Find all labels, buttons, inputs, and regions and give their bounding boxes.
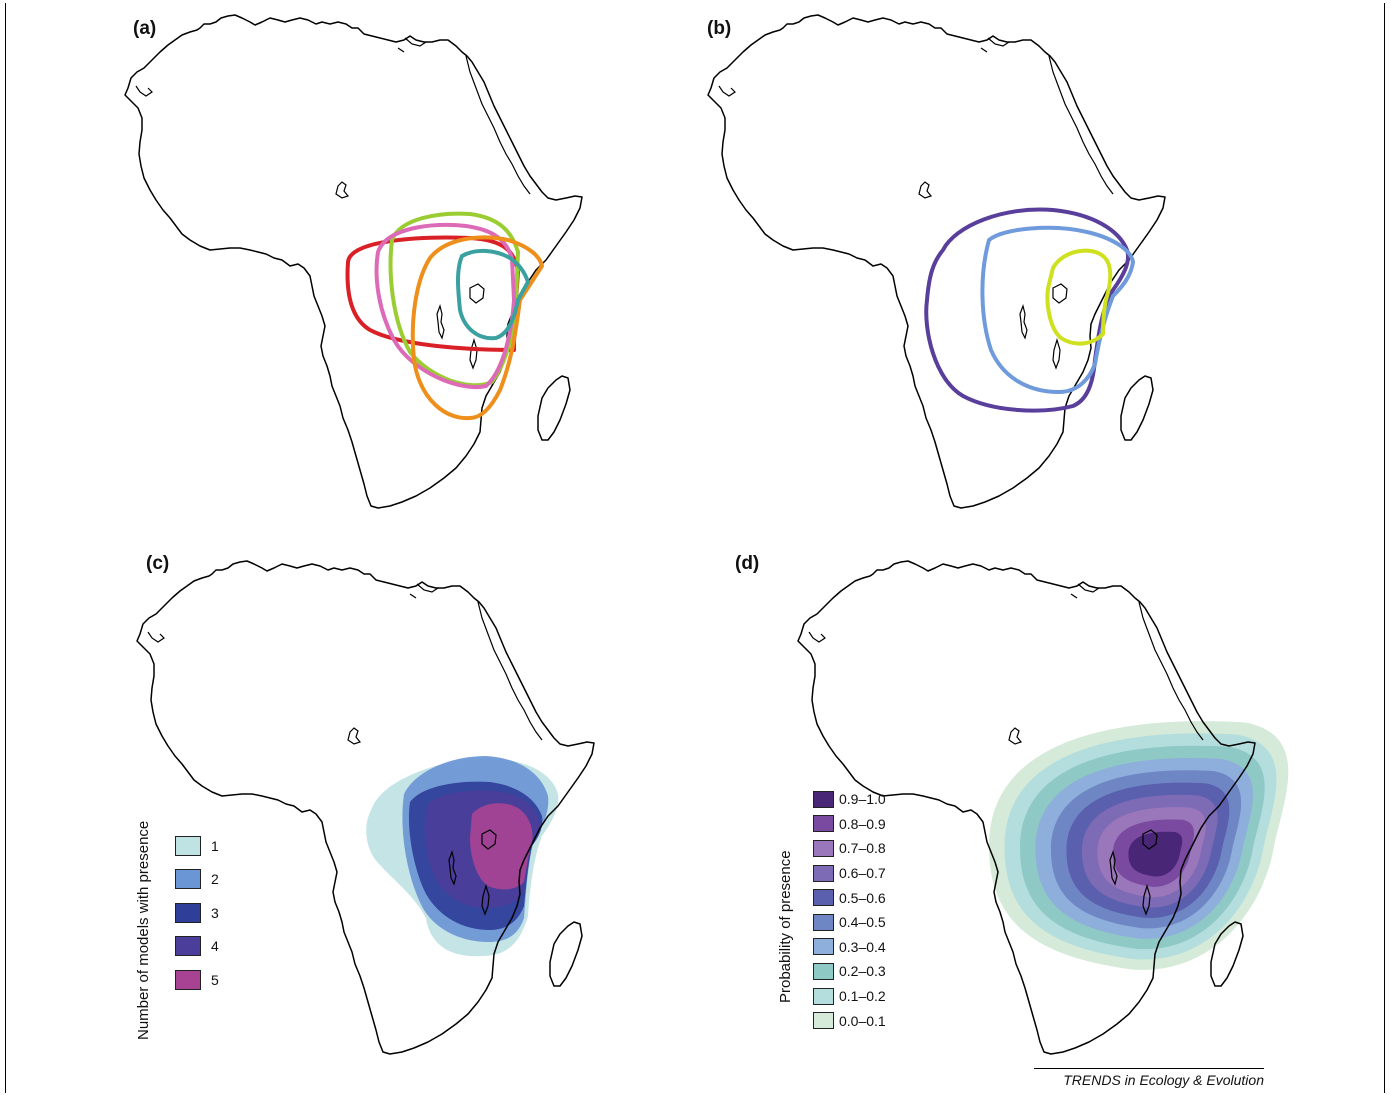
legend-d-item: 0.9–1.0 — [813, 787, 886, 812]
panel-d-map — [798, 561, 1289, 1054]
panel-b-model-outlines — [924, 207, 1135, 413]
figure-frame — [5, 3, 1385, 1093]
legend-c-label: 2 — [211, 871, 219, 888]
legend-c-item: 4 — [175, 930, 219, 964]
legend-c-item: 3 — [175, 896, 219, 930]
legend-d-label: 0.2–0.3 — [839, 963, 886, 980]
legend-c-label: 1 — [211, 837, 219, 854]
legend-d-swatch — [813, 1012, 834, 1030]
legend-d-label: 0.0–0.1 — [839, 1012, 886, 1029]
panel-a-model-outline — [410, 235, 544, 421]
legend-c-item: 5 — [175, 963, 219, 997]
legend-d-swatch — [813, 790, 834, 808]
panel-c-map — [137, 561, 594, 1054]
legend-d-swatch — [813, 987, 834, 1005]
legend-d-item: 0.8–0.9 — [813, 812, 886, 837]
panel-d-probability-area — [1128, 831, 1183, 877]
legend-c-swatch — [175, 835, 201, 856]
legend-d-label: 0.8–0.9 — [839, 815, 886, 832]
legend-d-item: 0.1–0.2 — [813, 984, 886, 1009]
legend-c-item: 2 — [175, 863, 219, 897]
legend-d-label: 0.9–1.0 — [839, 791, 886, 808]
legend-c-label: 4 — [211, 938, 219, 955]
legend-d-item: 0.2–0.3 — [813, 959, 886, 984]
legend-c-swatch — [175, 936, 201, 957]
panel-label-d: (d) — [735, 553, 760, 574]
legend-c-item: 1 — [175, 829, 219, 863]
legend-d-label: 0.4–0.5 — [839, 914, 886, 931]
legend-d-swatch — [813, 839, 834, 857]
legend-d: 0.9–1.0 0.8–0.9 0.7–0.8 0.6–0.7 0.5–0.6 … — [813, 787, 886, 1033]
panel-c-presence-areas — [366, 756, 559, 957]
legend-d-item: 0.4–0.5 — [813, 910, 886, 935]
legend-c: 1 2 3 4 5 — [175, 829, 219, 997]
legend-d-swatch — [813, 815, 834, 833]
legend-d-item: 0.3–0.4 — [813, 935, 886, 960]
panel-label-a: (a) — [133, 18, 157, 39]
panel-label-c: (c) — [146, 553, 170, 574]
panel-a-map — [125, 15, 582, 508]
legend-d-swatch — [813, 913, 834, 931]
legend-d-label: 0.6–0.7 — [839, 865, 886, 882]
legend-c-title: Number of models with presence — [135, 820, 152, 1040]
legend-d-title: Probability of presence — [777, 850, 794, 1003]
panel-a-model-outline — [374, 222, 516, 390]
legend-c-swatch — [175, 969, 201, 990]
legend-d-swatch — [813, 864, 834, 882]
panel-c-presence-area — [470, 803, 533, 890]
panel-d-probability-areas — [989, 721, 1289, 970]
panel-b-map — [708, 15, 1165, 508]
legend-c-label: 3 — [211, 904, 219, 921]
legend-c-swatch — [175, 902, 201, 923]
panel-a-model-outline — [456, 249, 530, 341]
legend-d-swatch — [813, 889, 834, 907]
legend-d-item: 0.7–0.8 — [813, 836, 886, 861]
legend-d-label: 0.7–0.8 — [839, 840, 886, 857]
legend-d-label: 0.5–0.6 — [839, 889, 886, 906]
panel-a-model-outlines — [345, 211, 544, 421]
panel-label-b: (b) — [707, 18, 732, 39]
legend-d-item: 0.5–0.6 — [813, 885, 886, 910]
panel-b-model-outline — [1045, 248, 1113, 346]
legend-d-label: 0.1–0.2 — [839, 988, 886, 1005]
panel-b-model-outline — [980, 225, 1135, 394]
legend-c-swatch — [175, 869, 201, 890]
legend-d-swatch — [813, 938, 834, 956]
legend-d-swatch — [813, 962, 834, 980]
legend-d-item: 0.6–0.7 — [813, 861, 886, 886]
journal-credit: TRENDS in Ecology & Evolution — [1034, 1068, 1264, 1088]
legend-d-label: 0.3–0.4 — [839, 938, 886, 955]
legend-c-label: 5 — [211, 971, 219, 988]
legend-d-item: 0.0–0.1 — [813, 1008, 886, 1033]
